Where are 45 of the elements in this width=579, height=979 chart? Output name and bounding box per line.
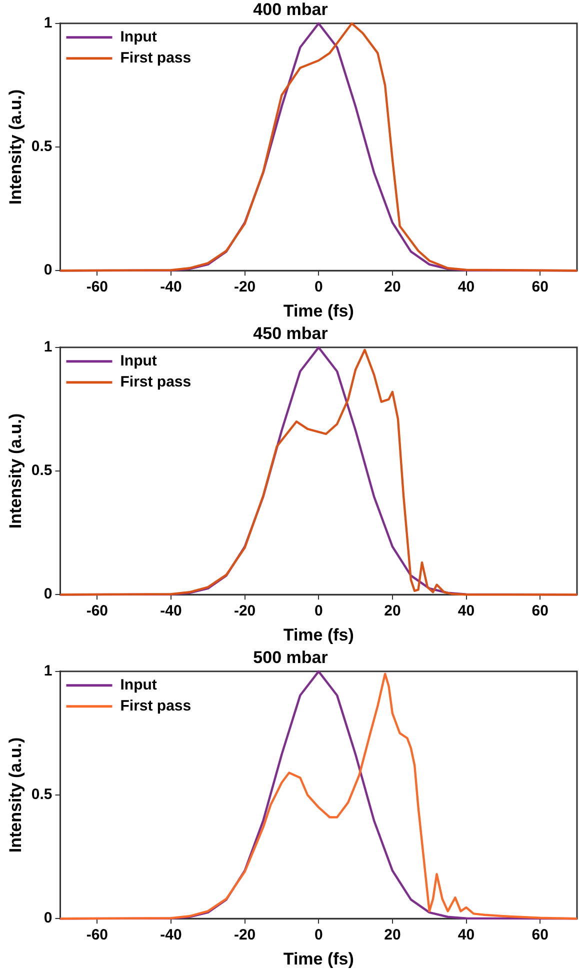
- x-tick-label: 0: [314, 278, 323, 296]
- x-tick-label: 20: [384, 278, 401, 296]
- y-tick-label: 0.5: [31, 462, 52, 480]
- x-tick-label: 40: [458, 926, 475, 944]
- x-tick-label: 0: [314, 926, 323, 944]
- y-axis-title: Intensity (a.u.): [6, 413, 25, 529]
- legend-label: First pass: [120, 698, 192, 715]
- y-tick-label: 0: [44, 262, 52, 279]
- x-tick-label: 20: [384, 602, 401, 620]
- x-tick-label: -20: [234, 926, 256, 944]
- x-tick-label: -60: [86, 602, 108, 620]
- y-tick-label: 0.5: [31, 786, 52, 804]
- x-tick-label: 40: [458, 278, 475, 296]
- x-tick-label: -40: [160, 602, 182, 620]
- x-axis-title: Time (fs): [283, 625, 354, 644]
- x-tick-label: 0: [314, 602, 323, 620]
- legend-label: First pass: [120, 374, 192, 391]
- y-axis-title: Intensity (a.u.): [6, 89, 25, 205]
- y-tick-label: 1: [44, 338, 52, 356]
- legend-label: Input: [120, 352, 157, 370]
- y-tick-label: 1: [44, 14, 52, 32]
- x-tick-label: -20: [234, 602, 256, 620]
- legend-label: Input: [120, 676, 157, 694]
- y-axis-title: Intensity (a.u.): [6, 737, 25, 853]
- x-tick-label: -60: [86, 926, 108, 944]
- x-tick-label: 60: [532, 278, 548, 296]
- x-tick-label: 60: [532, 926, 548, 944]
- x-axis-title: Time (fs): [283, 301, 354, 320]
- y-tick-label: 0: [44, 586, 52, 603]
- legend-label: First pass: [120, 50, 192, 67]
- y-tick-label: 1: [44, 662, 52, 680]
- chart-title: 500 mbar: [253, 648, 328, 667]
- x-tick-label: -40: [160, 278, 182, 296]
- chart-title: 450 mbar: [253, 324, 328, 343]
- x-tick-label: 20: [384, 926, 401, 944]
- x-axis-title: Time (fs): [283, 949, 354, 968]
- y-tick-label: 0.5: [31, 138, 52, 156]
- x-tick-label: 40: [458, 602, 475, 620]
- legend-label: Input: [120, 28, 157, 46]
- x-tick-label: -40: [160, 926, 182, 944]
- x-tick-label: -20: [234, 278, 256, 296]
- y-tick-label: 0: [44, 910, 52, 927]
- x-tick-label: 60: [532, 602, 548, 620]
- x-tick-label: -60: [86, 278, 108, 296]
- chart-title: 400 mbar: [253, 0, 328, 19]
